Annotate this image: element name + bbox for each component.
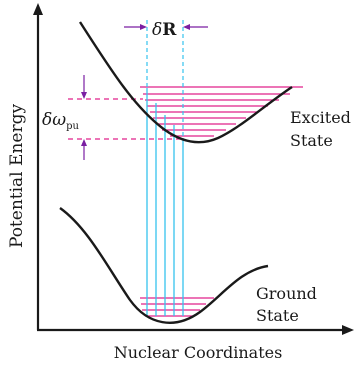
excited-state-label-line1: Excited	[290, 108, 351, 127]
delta-r-left-arrowhead	[140, 24, 147, 30]
axes	[33, 3, 354, 335]
ground-state-label-line1: Ground	[256, 284, 317, 303]
ground-state-curve	[59, 207, 269, 324]
y-axis-label: Potential Energy	[7, 104, 27, 248]
y-axis-arrowhead	[33, 3, 43, 15]
excited-state-curve	[78, 21, 293, 144]
vertical-transitions	[146, 88, 184, 316]
x-axis-arrowhead	[342, 325, 354, 335]
delta-omega-top-arrowhead	[81, 92, 87, 99]
delta-r-label: δR	[152, 20, 177, 40]
delta-r-right-arrowhead	[183, 24, 190, 30]
ground-vibrational-levels	[140, 297, 214, 317]
delta-r-guides	[146, 20, 184, 138]
delta-omega-indicator	[81, 75, 87, 160]
x-axis-label: Nuclear Coordinates	[114, 343, 283, 362]
delta-omega-bottom-arrowhead	[81, 139, 87, 146]
excited-state-label-line2: State	[290, 131, 333, 150]
delta-r-indicator	[124, 24, 208, 30]
excited-vibrational-levels	[140, 86, 303, 137]
delta-omega-guides	[68, 98, 183, 140]
ground-state-label-line2: State	[256, 306, 299, 325]
delta-omega-label: δωpu	[42, 110, 80, 132]
